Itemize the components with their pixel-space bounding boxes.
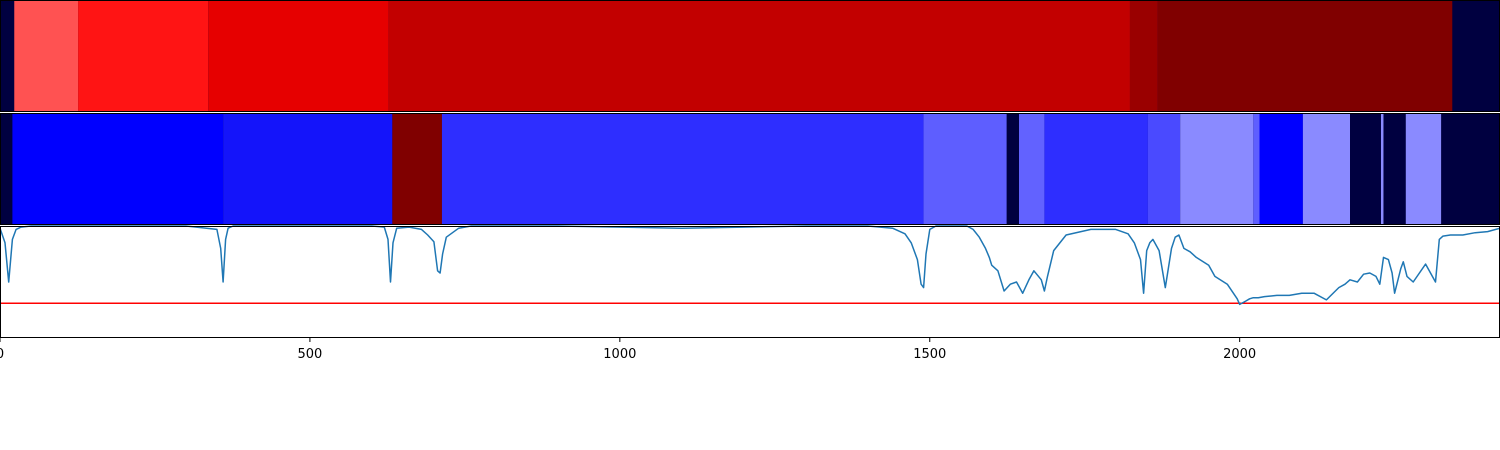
x-axis: 0 500 1000 1500 2000 — [0, 338, 1256, 362]
segment-bar — [12, 113, 224, 225]
segment-bar — [1380, 113, 1384, 225]
x-tick-label: 1000 — [603, 347, 636, 362]
segment-bar — [441, 113, 924, 225]
segment-bar — [14, 0, 79, 112]
x-tick-label: 1500 — [913, 347, 946, 362]
panel-background — [0, 226, 1500, 338]
x-tick-label: 2000 — [1223, 347, 1256, 362]
segment-bar — [78, 0, 209, 112]
segment-bar — [1253, 113, 1260, 225]
x-tick-label: 500 — [298, 347, 323, 362]
signal-line — [0, 225, 1500, 306]
signal-line-panel — [0, 225, 1500, 338]
segment-bar — [1147, 113, 1181, 225]
red-segment-panel — [0, 0, 1500, 112]
segment-bar — [1259, 113, 1303, 225]
segment-bar — [1405, 113, 1442, 225]
segment-bar — [1019, 113, 1045, 225]
x-tick-label: 0 — [0, 347, 4, 362]
segment-bar — [1157, 0, 1453, 112]
segment-bar — [392, 113, 442, 225]
blue-segment-panel — [0, 113, 1500, 225]
segment-bar — [223, 113, 393, 225]
segment-bar — [1180, 113, 1254, 225]
segment-bar — [923, 113, 1007, 225]
segment-bar — [1129, 0, 1158, 112]
segment-bar — [388, 0, 1130, 112]
segment-bar — [1302, 113, 1350, 225]
segment-bar — [1044, 113, 1148, 225]
segment-bar — [208, 0, 389, 112]
